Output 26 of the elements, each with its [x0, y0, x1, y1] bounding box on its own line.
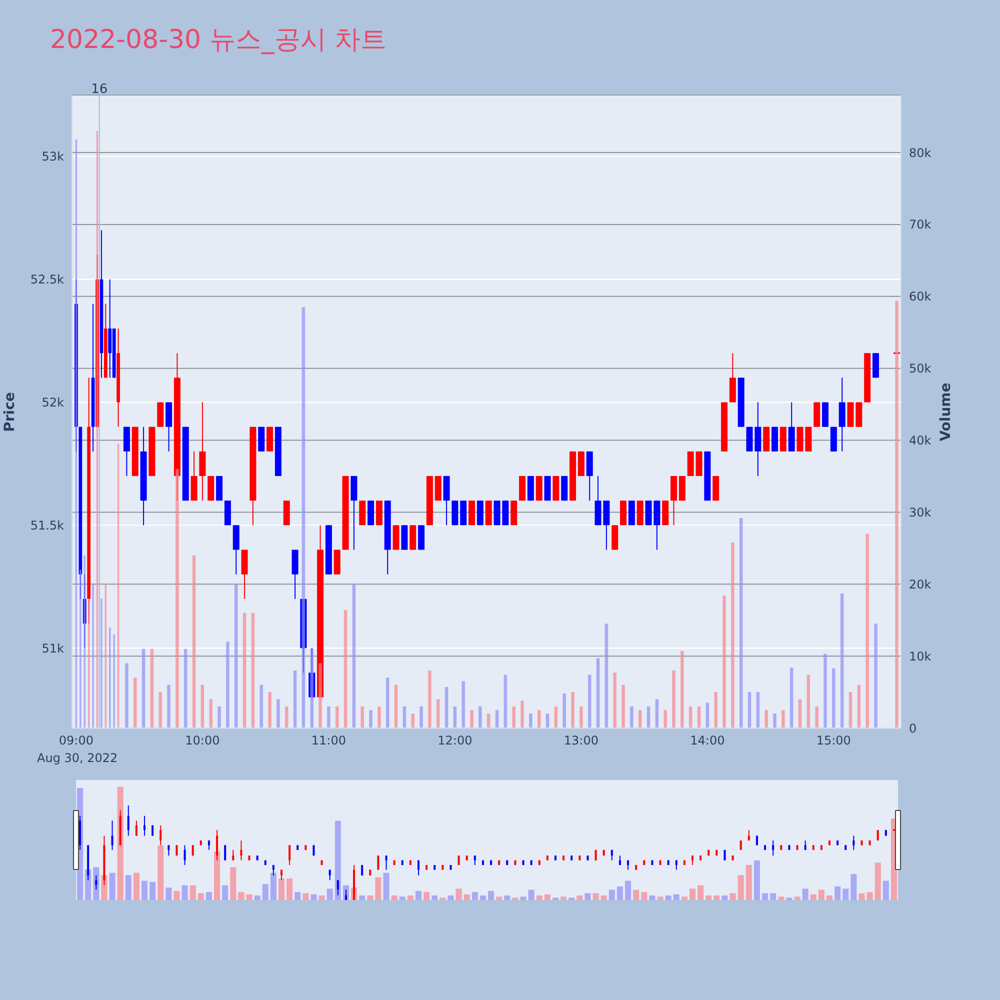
y-tick-label: 53k	[42, 150, 64, 164]
y2-tick-label: 40k	[909, 434, 932, 448]
x-tick-label: 11:00	[311, 734, 346, 748]
y2-axis-title: Volume	[938, 382, 954, 441]
y2-tick-label: 60k	[909, 290, 932, 304]
x-tick-label: 13:00	[564, 734, 598, 748]
chart-title: 2022-08-30 뉴스_공시 차트	[50, 25, 387, 55]
y2-tick-label: 30k	[909, 505, 932, 520]
y2-tick-label: 10k	[909, 649, 932, 664]
y2-tick-label: 50k	[909, 362, 932, 376]
y-tick-label: 51k	[42, 641, 64, 656]
x-tick-label: 12:00	[438, 734, 472, 748]
y-tick-label: 52.5k	[30, 272, 64, 287]
y-tick-label: 52k	[42, 396, 64, 410]
y2-tick-label: 80k	[909, 146, 932, 160]
y-axis-title: Price	[2, 392, 18, 432]
y2-tick-label: 70k	[909, 218, 932, 232]
x-tick-label: 14:00	[690, 734, 725, 748]
y2-tick-label: 20k	[909, 577, 932, 592]
x-tick-label: 10:00	[185, 734, 220, 748]
x-tick-label: 15:00	[816, 734, 851, 748]
y-tick-label: 51.5k	[30, 518, 64, 532]
x-tick-label: 09:00	[58, 734, 94, 748]
text: Aug 30, 2022	[37, 751, 118, 765]
y2-tick-label: 0	[909, 721, 917, 736]
ref-line-label: 16	[91, 82, 108, 97]
